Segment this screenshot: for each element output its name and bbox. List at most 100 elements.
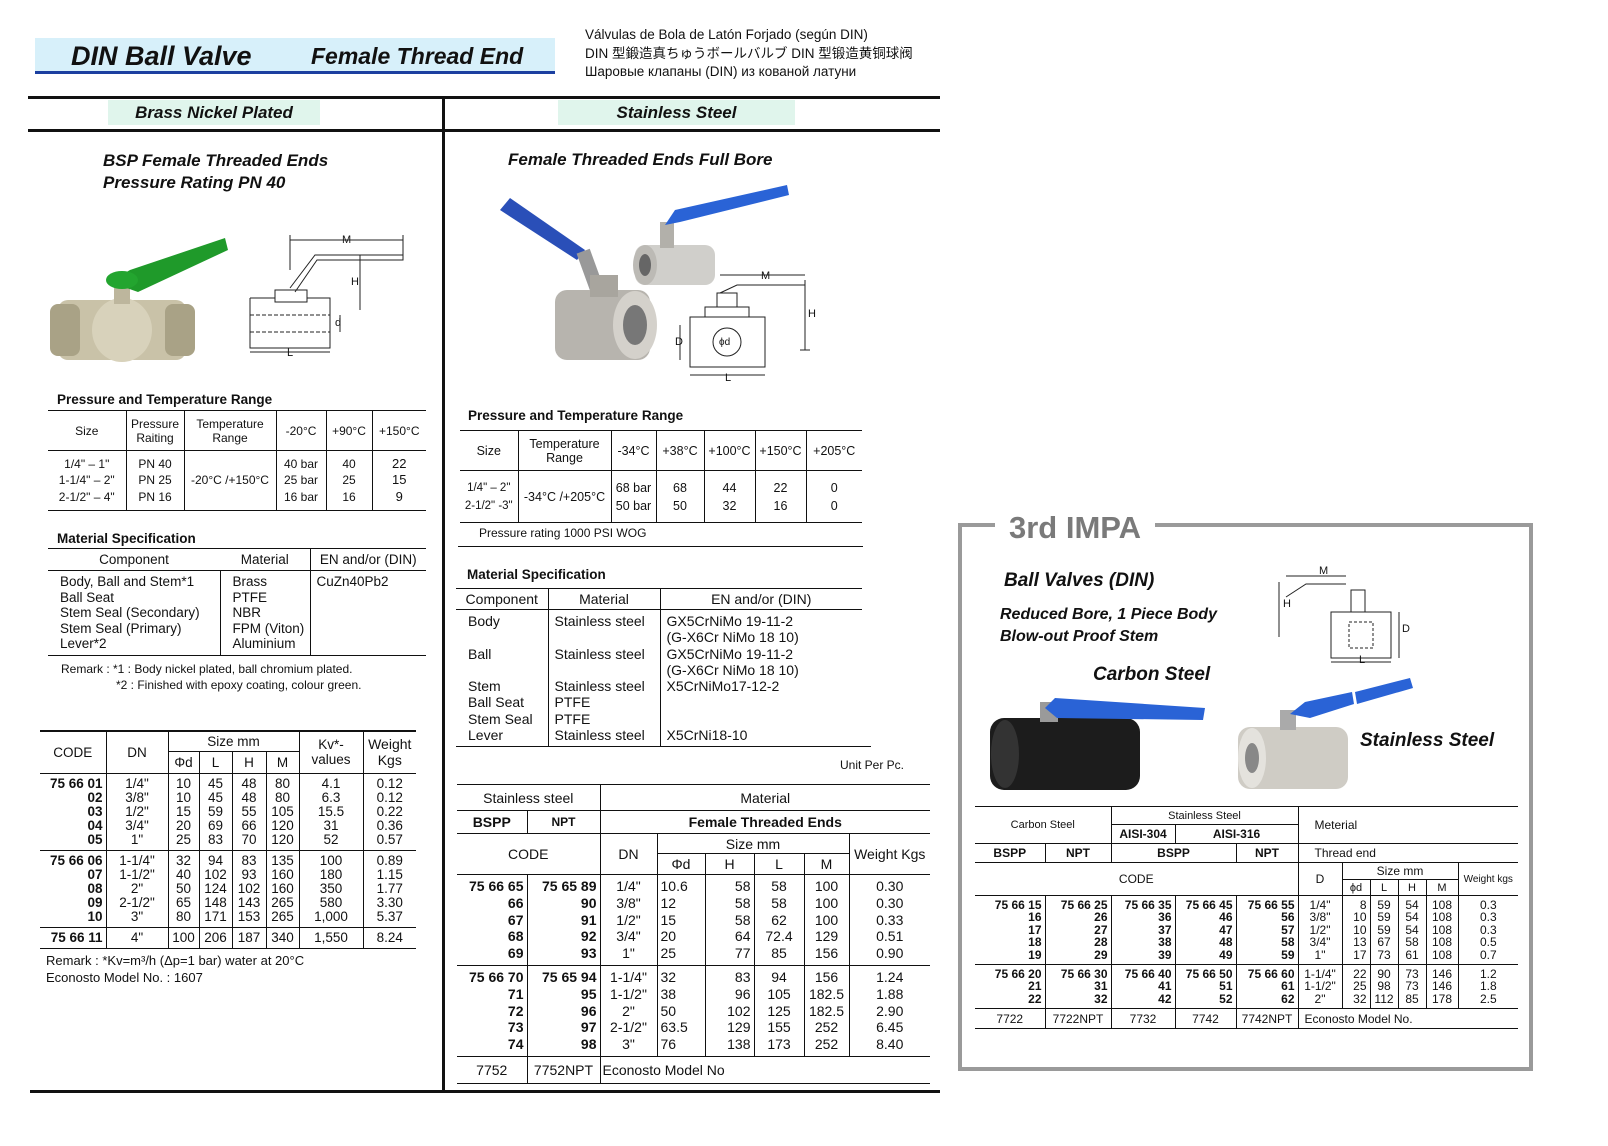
cell-line: Stem Seal	[468, 710, 533, 727]
cell-line: 206	[204, 929, 227, 945]
temp-range-cell: -34°C /+205°C	[517, 470, 611, 523]
cell-line: 02	[87, 789, 103, 805]
cell-line: Stem	[468, 678, 501, 695]
cell-line: 100	[814, 894, 839, 911]
col-header: Component	[99, 552, 169, 567]
title-russian: Шаровые клапаны (DIN) из кованой латуни	[585, 64, 857, 79]
cell-line: 54	[1405, 922, 1419, 937]
cell-c3: 75 66 40 41 42	[1110, 964, 1175, 1009]
cell-line: 29	[1094, 947, 1108, 962]
cell-line: 148	[204, 894, 227, 910]
remark-1: Remark : *1 : Body nickel plated, ball c…	[61, 662, 353, 676]
cell-line: 83	[734, 968, 751, 985]
cell-line: 102	[237, 880, 261, 896]
cell-line: 50	[175, 880, 192, 896]
cell-c1: 75 66 20 21 22	[975, 965, 1045, 1009]
cell-line: 61	[1281, 979, 1295, 994]
cell-c5: 75 66 60 61 62	[1235, 964, 1298, 1009]
col-header: +150°C	[371, 410, 426, 451]
divider	[456, 746, 871, 747]
cell-line: 72.4	[765, 928, 793, 945]
cell-dn: 1/4" 3/8" 1/2" 3/4" 1"	[599, 874, 657, 966]
cell-line	[468, 662, 546, 678]
cell-line: 1,550	[314, 929, 348, 945]
cell-line: 75 66 45	[1185, 898, 1233, 912]
col-header: Material	[599, 784, 931, 811]
model-number: 7742	[1174, 1008, 1236, 1029]
cell-line: Brass	[232, 574, 268, 589]
cell-line: 77	[734, 945, 751, 962]
col-header: Stainless steel	[483, 789, 574, 806]
cell-line: 1-1/4" – 2"	[58, 473, 115, 488]
cell-line: 125	[767, 1002, 791, 1019]
col-header: Weight kgs	[1457, 862, 1519, 896]
carbon-steel-valve-photo	[990, 698, 1205, 790]
middle-heading: Female Threaded Ends Full Bore	[508, 150, 773, 169]
cell-line: Stainless steel	[554, 613, 645, 629]
cell-line: 1.24	[876, 968, 904, 985]
cell-line: 1.8	[1479, 979, 1497, 994]
cell-line: 36	[1158, 910, 1172, 925]
cell-line: 75 66 70	[469, 968, 524, 985]
cell-line: 0.12	[376, 789, 403, 805]
cell-line: 75 66 55	[1247, 898, 1295, 912]
cell-w: 1.24 1.88 2.90 6.45 8.40	[848, 965, 931, 1057]
cell-l: 90 98 112	[1369, 964, 1398, 1009]
cell-line: 68 bar	[615, 480, 652, 495]
cell-line: 97	[580, 1019, 597, 1036]
cell-line: 50 bar	[615, 498, 652, 513]
cell-line: 1.15	[376, 866, 403, 882]
col-header: M	[1425, 879, 1458, 896]
cell-line: 340	[271, 929, 294, 945]
cell-line: 1/2"	[1309, 922, 1331, 937]
middle-dimension-diagram: M H ϕd D L	[675, 270, 816, 384]
cell-line: 155	[767, 1019, 791, 1036]
cell-line: 1/2"	[616, 911, 641, 928]
cell-line: 0.22	[376, 803, 403, 819]
col-header: +150°C	[754, 430, 806, 471]
right-heading: Ball Valves (DIN)	[1004, 570, 1155, 591]
cell-m: 146 146 178	[1425, 964, 1458, 1009]
left-dimension-diagram: M H d L	[249, 234, 404, 359]
cell-w: 8.24	[362, 927, 417, 948]
cell-line: 10	[1353, 910, 1367, 925]
dim-label-l: L	[725, 372, 731, 384]
cell-line: 73	[1377, 947, 1391, 962]
cell-line: 15	[660, 911, 677, 928]
cell-line: 15	[392, 472, 407, 488]
cell-line: Lever	[468, 727, 504, 744]
cell-line: 70	[241, 831, 257, 847]
cell-npt: 75 65 94 95 96 97 98	[526, 965, 600, 1057]
cell-l: 94 105 125 155 173	[753, 965, 804, 1057]
cell-kv: 1,550	[298, 927, 364, 948]
col-header: -34°C	[610, 430, 656, 471]
divider	[458, 546, 863, 547]
cell-line: 59	[1377, 898, 1391, 912]
cell-line: Body	[468, 613, 500, 629]
cell-line: 57	[1281, 922, 1295, 937]
heading-line: BSP Female Threaded Ends	[103, 151, 329, 170]
dim-label-h: H	[808, 308, 816, 320]
cell-m: 80 80 105 120 120	[265, 773, 300, 850]
dim-label-h: H	[1283, 598, 1291, 610]
left-pressure-temperature-table: Size Pressure Raiting Temperature Range …	[48, 410, 426, 511]
col-header: Size mm	[656, 833, 849, 854]
multilingual-title: Válvulas de Bola de Latón Forjado (según…	[585, 26, 913, 82]
cell-line: 75 66 20	[994, 967, 1042, 982]
cell-h: 187	[231, 927, 266, 948]
cell-line: 90	[580, 894, 597, 911]
cell-kv: 100 180 350 580 1,000	[298, 850, 364, 927]
title-spanish: Válvulas de Bola de Latón Forjado (según…	[585, 27, 868, 42]
cell-line: 3.30	[376, 894, 403, 910]
dim-label-m: M	[342, 234, 351, 246]
cell-line: 252	[814, 1036, 839, 1053]
cell-line: 75 66 50	[1185, 967, 1233, 982]
table-row-group: 75 66 15 16 17 18 19 75 66 25 26 27 28 29 75 66 35…	[975, 895, 1519, 965]
cell-line: 94	[207, 852, 224, 868]
cell-line: 1/4" – 2"	[467, 481, 511, 494]
cell-line: 52	[323, 831, 339, 847]
cell-line: 62	[771, 911, 787, 928]
brass-valve-photo	[50, 238, 228, 362]
value-cell: 40 bar 25 bar 16 bar	[275, 450, 326, 511]
cell-line: 1"	[1314, 947, 1326, 962]
